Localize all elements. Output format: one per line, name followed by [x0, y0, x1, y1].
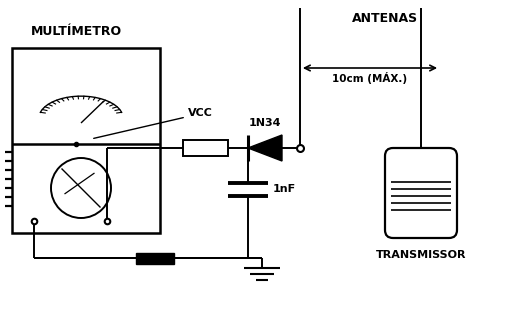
Text: VCC: VCC: [188, 108, 213, 118]
Bar: [183, 140, 228, 156]
Text: 10cm (MÁX.): 10cm (MÁX.): [332, 72, 408, 84]
Polygon shape: [248, 135, 282, 161]
Text: 1nF: 1nF: [273, 184, 296, 194]
Bar: [136, 253, 174, 264]
Text: ANTENAS: ANTENAS: [352, 12, 418, 25]
FancyBboxPatch shape: [385, 148, 457, 238]
Text: MULTÍMETRO: MULTÍMETRO: [31, 25, 122, 38]
Text: 1N34: 1N34: [249, 118, 281, 128]
Text: TRANSMISSOR: TRANSMISSOR: [376, 250, 466, 260]
Bar: [12, 48, 160, 233]
